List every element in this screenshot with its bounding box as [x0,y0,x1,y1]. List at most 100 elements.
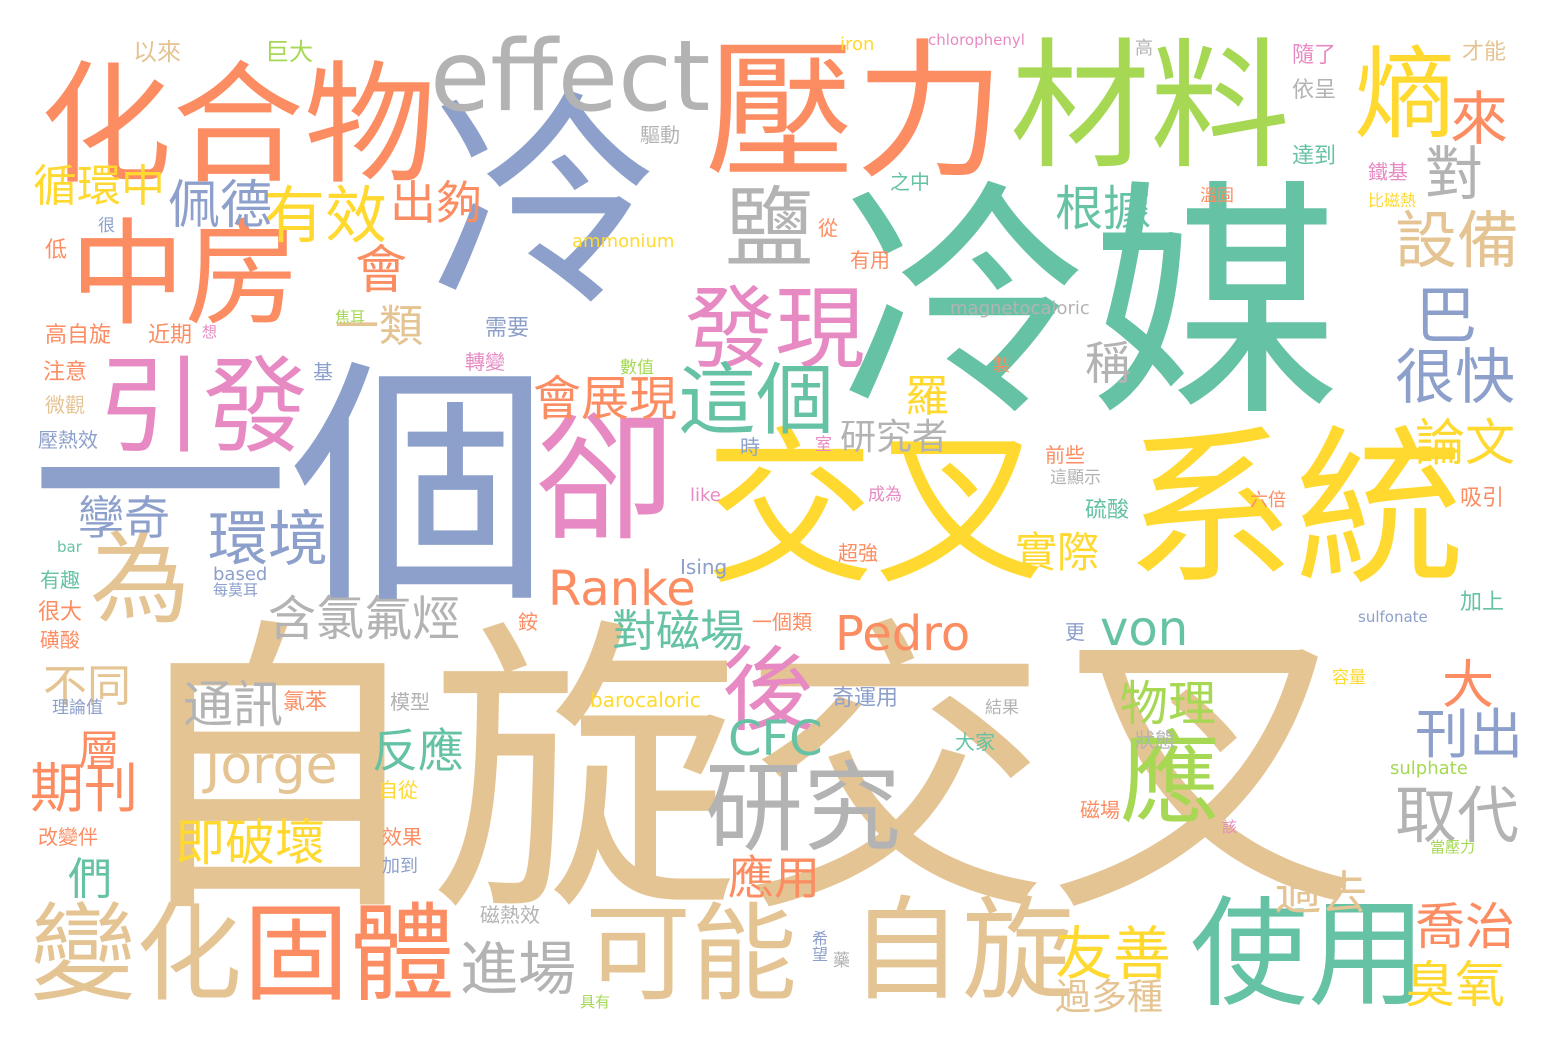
word-140: 磁場 [1080,798,1120,822]
word-17: 自旋 [850,886,1074,1016]
word-39: 出夠 [390,176,482,230]
word-65: 過多種 [1055,977,1164,1018]
word-5: 系統 [1125,411,1466,609]
word-34: 大 [1442,656,1495,716]
word-123: 銨 [518,610,538,634]
word-92: 溫固 [1200,186,1234,206]
word-108: 微觀 [45,393,85,417]
word-97: 有用 [850,248,890,272]
word-53: Jorge [205,736,338,796]
word-83: 巨大 [265,38,313,66]
word-105: 數值 [620,358,654,378]
word-141: 該 [1222,818,1238,836]
word-15: 固體 [243,893,455,1016]
word-90: 之中 [890,170,930,194]
word-64: 友善 [1055,920,1172,988]
word-4: 交叉 [705,411,1046,609]
word-8: 化合物 [40,49,436,203]
word-101: 焦耳 [335,308,366,326]
word-20: 應 [1120,721,1220,838]
word-142: 當壓力 [1430,838,1476,856]
word-29: 巴 [1415,279,1478,352]
word-79: barocaloric [590,688,701,712]
word-138: 加到 [382,856,418,877]
word-19: 研究 [705,752,902,866]
word-82: 以來 [133,38,181,66]
word-21: 後 [722,637,815,744]
word-33: 刊出 [1415,703,1523,766]
word-59: 期刊 [30,757,138,820]
word-6: 壓力 [705,26,1006,200]
word-81: sulfonate [1358,608,1428,626]
word-31: 論文 [1415,414,1515,472]
word-44: 環境 [208,505,328,575]
word-112: 前些 [1045,443,1085,467]
word-129: 氯苯 [283,690,328,715]
word-119: 有趣 [40,568,80,592]
word-80: sulphate [1390,758,1468,779]
word-30: 很快 [1395,343,1515,413]
word-110: 時 [740,435,760,459]
word-58: 應用 [728,851,820,905]
word-7: 材料 [1010,26,1291,189]
word-106: 轉變 [465,350,505,374]
word-36: 臭氧 [1405,956,1505,1014]
word-78: bar [57,538,82,556]
word-116: 六倍 [1250,490,1286,511]
word-54: 即破壞 [175,814,325,872]
word-96: 從 [818,216,838,240]
word-103: 注意 [43,360,88,385]
word-139: 磁熱效 [480,903,540,927]
word-32: 取代 [1395,779,1520,852]
word-23: 這個 [678,356,835,446]
word-48: Ranke [548,561,696,617]
word-11: 引發 [98,346,309,468]
word-12: 卻 [535,398,676,561]
word-75: like [690,485,721,506]
word-28: 設備 [1395,204,1520,277]
word-136: 改變伴 [38,825,98,849]
word-137: 效果 [382,825,422,849]
word-26: 來 [1450,85,1509,153]
word-132: 結果 [985,698,1019,718]
word-42: 會 [355,241,408,301]
word-98: 高自旋 [45,323,112,348]
word-45: 孿奇 [78,491,170,545]
word-51: von [1100,601,1189,657]
word-72: ammonium [572,231,675,252]
word-41: 循環中 [33,161,165,212]
word-67: 稱 [1085,336,1131,390]
word-13: 為 [90,521,190,638]
word-37: 過去 [1275,866,1367,920]
word-133: 大家 [955,730,995,754]
word-86: 才能 [1462,40,1507,65]
word-61: 們 [68,854,112,905]
word-102: 需要 [485,316,530,341]
word-74: chlorophenyl [928,31,1025,49]
word-49: 對磁場 [612,606,744,657]
word-135: 自從 [378,778,418,802]
word-56: 物理 [1120,676,1217,732]
word-89: 達到 [1292,144,1337,169]
word-27: 對 [1425,140,1484,208]
word-47: 會展現 [533,371,678,427]
word-100: 想 [202,323,218,341]
word-16: 可能 [585,893,797,1016]
word-143: 希望 [809,930,828,962]
word-69: 研究者 [840,417,949,458]
word-60: 層 [78,726,121,775]
word-130: 模型 [390,690,430,714]
word-63: 進場 [460,935,577,1003]
word-77: based [213,564,268,585]
word-0: 自旋交叉 [120,594,1360,955]
word-10: effect [430,20,711,134]
word-121: 很大 [38,600,83,625]
word-50: Pedro [835,606,971,662]
word-91: 鐵基 [1368,160,1408,184]
word-111: 室 [815,435,832,455]
word-38: 有效 [263,179,388,252]
word-43: 一類 [335,301,423,352]
word-84: 高 [1135,38,1153,59]
word-131: 奇運用 [832,686,899,711]
